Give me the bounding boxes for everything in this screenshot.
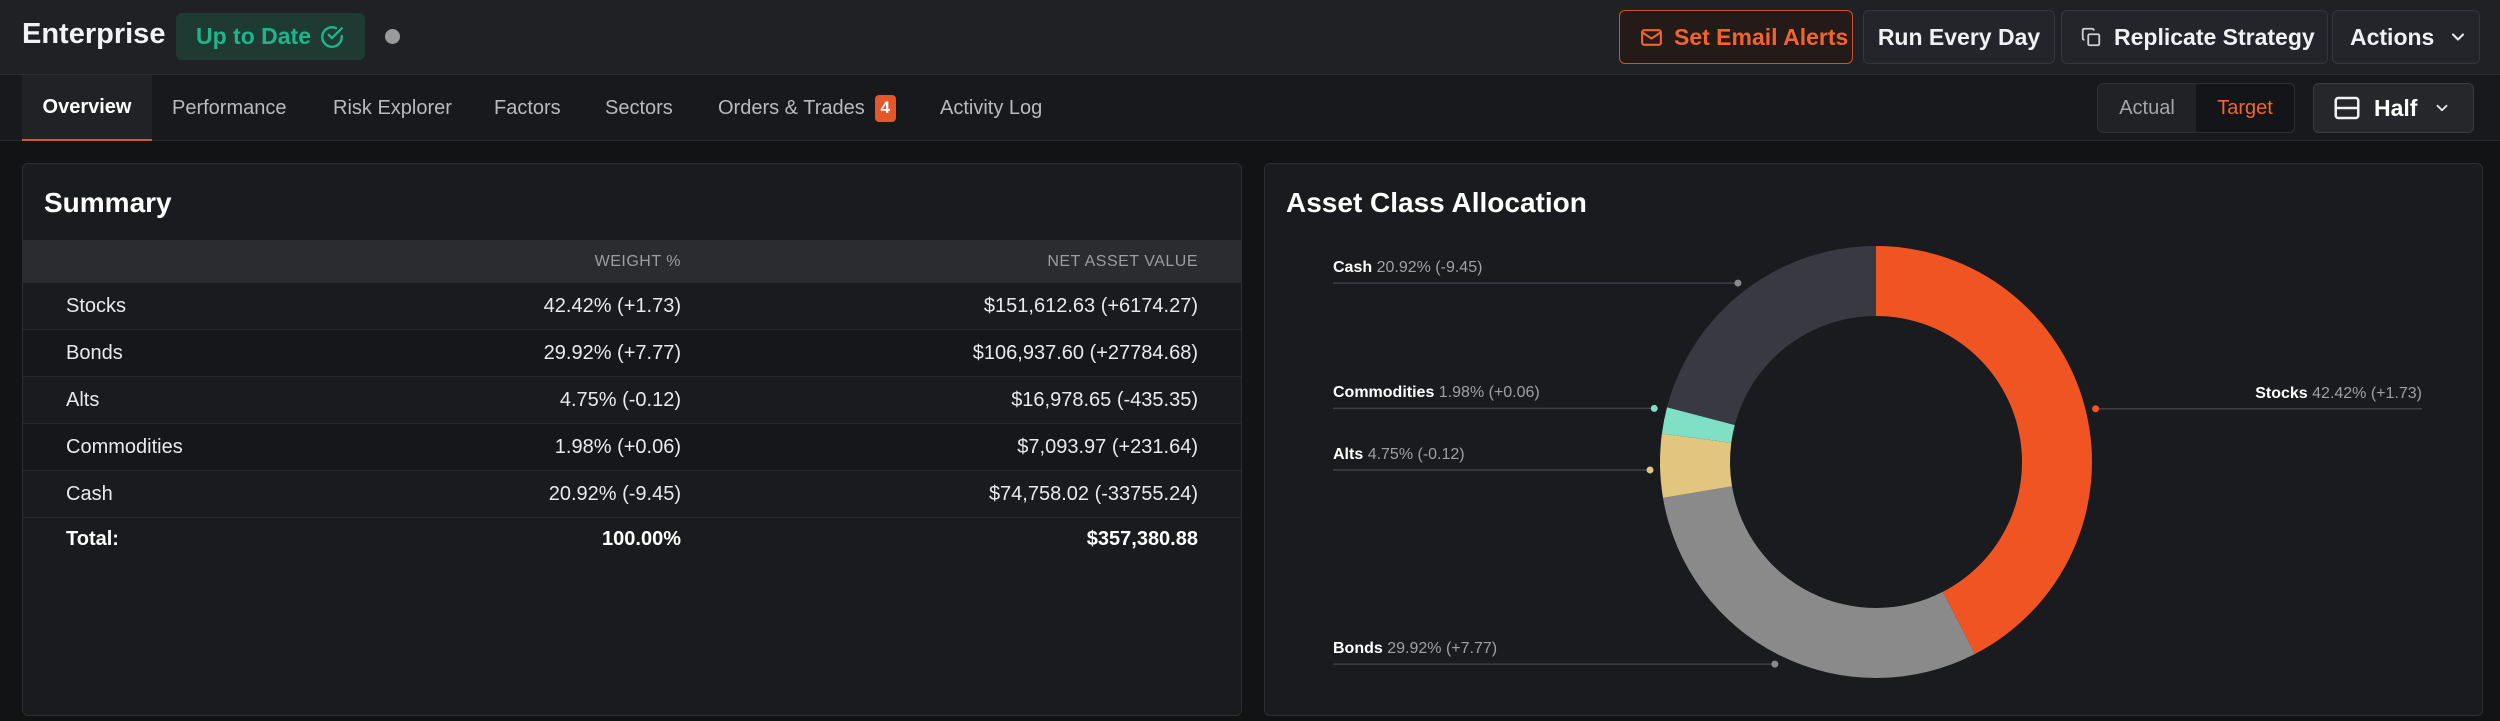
leader-dot bbox=[1650, 404, 1658, 412]
asset-class-name: Alts bbox=[66, 389, 100, 411]
asset-class-name: Stocks bbox=[66, 295, 127, 317]
allocation-title: Asset Class Allocation bbox=[1286, 187, 1587, 218]
asset-net-value: $151,612.63 (+6174.27) bbox=[983, 295, 1198, 317]
connection-dot bbox=[385, 29, 400, 44]
slice-label-value: 4.75% (-0.12) bbox=[1367, 445, 1465, 463]
asset-weight: 1.98% (+0.06) bbox=[554, 436, 681, 458]
slice-label-alts: Alts 4.75% (-0.12) bbox=[1333, 446, 1465, 464]
leader-dot bbox=[1734, 279, 1742, 287]
leader-dot bbox=[1771, 660, 1779, 668]
tab-risk-explorer[interactable]: Risk Explorer bbox=[333, 75, 452, 141]
half-layout-icon bbox=[2334, 96, 2360, 120]
asset-net-value: $16,978.65 (-435.35) bbox=[1011, 389, 1198, 411]
slice-label-value: 20.92% (-9.45) bbox=[1376, 259, 1483, 277]
column-weight: WEIGHT % bbox=[594, 252, 681, 270]
tab-label: Orders & Trades bbox=[718, 96, 865, 119]
table-row: Alts 4.75% (-0.12) $16,978.65 (-435.35) bbox=[23, 377, 1241, 424]
check-circle-icon bbox=[321, 26, 343, 48]
actual-target-toggle: Actual Target bbox=[2097, 83, 2295, 133]
status-badge: Up to Date bbox=[176, 13, 365, 60]
layout-select-value: Half bbox=[2374, 94, 2418, 121]
table-row: Cash 20.92% (-9.45) $74,758.02 (-33755.24) bbox=[23, 471, 1241, 518]
tab-sectors[interactable]: Sectors bbox=[605, 75, 673, 141]
asset-weight: 20.92% (-9.45) bbox=[548, 483, 681, 505]
orders-count-badge: 4 bbox=[874, 94, 896, 122]
asset-class-name: Cash bbox=[66, 483, 113, 505]
total-weight: 100.00% bbox=[602, 528, 681, 550]
summary-panel: Summary WEIGHT % NET ASSET VALUE Stocks 4… bbox=[22, 163, 1242, 716]
tab-overview[interactable]: Overview bbox=[22, 75, 152, 141]
table-total-row: Total: 100.00% $357,380.88 bbox=[23, 516, 1241, 563]
toggle-target[interactable]: Target bbox=[2196, 84, 2294, 132]
tab-label: Overview bbox=[42, 95, 132, 118]
slice-label-cash: Cash 20.92% (-9.45) bbox=[1333, 259, 1482, 277]
leader-dot bbox=[1646, 466, 1654, 474]
slice-label-value: 42.42% (+1.73) bbox=[2312, 384, 2422, 402]
tab-orders-trades[interactable]: Orders & Trades 4 bbox=[718, 75, 896, 141]
top-bar: Enterprise Up to Date Set Email Alerts R… bbox=[0, 0, 2500, 75]
slice-label-name: Cash bbox=[1333, 259, 1373, 277]
tab-factors[interactable]: Factors bbox=[494, 75, 561, 141]
asset-weight: 4.75% (-0.12) bbox=[559, 389, 681, 411]
tab-label: Factors bbox=[494, 96, 561, 119]
asset-weight: 29.92% (+7.77) bbox=[543, 342, 681, 364]
slice-label-name: Alts bbox=[1333, 445, 1364, 463]
tab-bar: Overview Performance Risk Explorer Facto… bbox=[0, 75, 2500, 141]
asset-weight: 42.42% (+1.73) bbox=[543, 295, 681, 317]
column-net-asset-value: NET ASSET VALUE bbox=[1047, 252, 1198, 270]
slice-label-value: 1.98% (+0.06) bbox=[1438, 384, 1540, 402]
slice-label-name: Stocks bbox=[2255, 384, 2308, 402]
copy-icon bbox=[2081, 27, 2101, 47]
asset-net-value: $7,093.97 (+231.64) bbox=[1017, 436, 1198, 458]
chevron-down-icon bbox=[2437, 104, 2448, 112]
set-email-alerts-label: Set Email Alerts bbox=[1674, 23, 1849, 50]
summary-table-header: WEIGHT % NET ASSET VALUE bbox=[23, 240, 1241, 283]
replicate-strategy-label: Replicate Strategy bbox=[2114, 23, 2315, 50]
slice-label-stocks: Stocks 42.42% (+1.73) bbox=[2255, 385, 2422, 403]
table-row: Commodities 1.98% (+0.06) $7,093.97 (+231.… bbox=[23, 424, 1241, 471]
slice-commodities[interactable] bbox=[1661, 407, 1735, 443]
asset-class-name: Bonds bbox=[66, 342, 123, 364]
actions-label: Actions bbox=[2350, 23, 2435, 50]
slice-label-value: 29.92% (+7.77) bbox=[1387, 640, 1498, 658]
asset-class-name: Commodities bbox=[66, 436, 183, 458]
mail-icon bbox=[1641, 28, 1662, 46]
slice-label-bonds: Bonds 29.92% (+7.77) bbox=[1333, 640, 1497, 658]
toggle-actual[interactable]: Actual bbox=[2119, 96, 2175, 119]
summary-title: Summary bbox=[44, 187, 172, 218]
allocation-panel: Asset Class Allocation Stocks 42.42% (+1… bbox=[1264, 163, 2483, 716]
slice-label-name: Commodities bbox=[1333, 384, 1435, 402]
run-every-day-label: Run Every Day bbox=[1877, 23, 2041, 50]
chevron-down-icon bbox=[2452, 33, 2465, 41]
slice-label-name: Bonds bbox=[1333, 640, 1383, 658]
asset-net-value: $106,937.60 (+27784.68) bbox=[972, 342, 1198, 364]
slice-bonds[interactable] bbox=[1662, 486, 1975, 678]
status-label: Up to Date bbox=[196, 23, 311, 49]
run-every-day-button[interactable]: Run Every Day bbox=[1863, 10, 2055, 64]
set-email-alerts-button[interactable]: Set Email Alerts bbox=[1619, 10, 1853, 64]
slice-label-commodities: Commodities 1.98% (+0.06) bbox=[1333, 384, 1540, 402]
allocation-donut-chart bbox=[1333, 246, 2422, 678]
table-row: Bonds 29.92% (+7.77) $106,937.60 (+27784.6… bbox=[23, 330, 1241, 377]
tab-label: Risk Explorer bbox=[333, 96, 452, 119]
table-row: Stocks 42.42% (+1.73) $151,612.63 (+6174.2… bbox=[23, 283, 1241, 330]
replicate-strategy-button[interactable]: Replicate Strategy bbox=[2061, 10, 2328, 64]
tab-label: Sectors bbox=[605, 96, 673, 119]
actions-button[interactable]: Actions bbox=[2332, 10, 2480, 64]
slice-cash[interactable] bbox=[1667, 246, 1876, 425]
page-title: Enterprise bbox=[22, 18, 166, 50]
slice-alts[interactable] bbox=[1660, 433, 1733, 498]
asset-net-value: $74,758.02 (-33755.24) bbox=[988, 483, 1198, 505]
total-nav: $357,380.88 bbox=[1086, 528, 1198, 550]
layout-select[interactable]: Half bbox=[2313, 83, 2474, 133]
tab-label: Performance bbox=[172, 96, 287, 119]
tab-label: Activity Log bbox=[940, 96, 1043, 119]
leader-dot bbox=[2092, 405, 2100, 413]
tab-activity-log[interactable]: Activity Log bbox=[940, 75, 1042, 141]
slice-stocks[interactable] bbox=[1876, 246, 2092, 654]
tab-performance[interactable]: Performance bbox=[172, 75, 287, 141]
total-label: Total: bbox=[66, 528, 119, 550]
